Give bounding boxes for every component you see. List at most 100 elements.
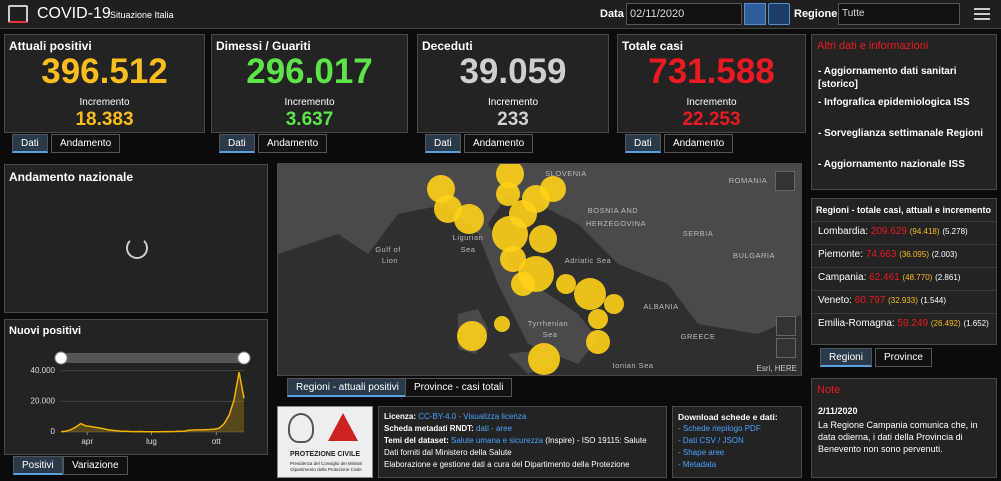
tab[interactable]: Province (875, 348, 932, 367)
region-row: Veneto: 60.797 (32.933) (1.544) (812, 290, 996, 311)
date-input[interactable]: 02/11/2020 (626, 3, 742, 25)
x-tick-label: apr (81, 437, 93, 446)
y-tick-label: 40.000 (31, 366, 56, 375)
logo (8, 5, 28, 23)
download-link[interactable]: - Shape aree (678, 448, 725, 457)
map-label: Gulf of (375, 245, 401, 254)
region-increment: (1.652) (963, 319, 989, 328)
header: COVID-19 Situazione Italia Data 02/11/2020 R… (0, 0, 1001, 29)
region-row: Emilia-Romagna: 59.249 (26.492) (1.652) (812, 313, 996, 334)
info-link[interactable]: - Sorveglianza settimanale Regioni (818, 128, 984, 139)
info-title: Altri dati e informazioni (817, 40, 929, 52)
card-value: 396.512 (41, 52, 168, 91)
region-name: Emilia-Romagna: (818, 318, 895, 329)
y-tick-label: 0 (51, 427, 56, 436)
zoom-in[interactable] (776, 316, 796, 336)
tab[interactable]: Andamento (51, 134, 121, 153)
map-label: BULGARIA (733, 251, 775, 260)
info-link[interactable]: - Aggiornamento nazionale ISS (818, 159, 965, 170)
license-row: Scheda metadati RNDT: dati - aree (384, 423, 661, 435)
increment-label: Incremento (79, 97, 130, 108)
logo-title: PROTEZIONE CIVILE (289, 451, 360, 458)
increment-value: 233 (497, 109, 529, 130)
license-link[interactable]: dati - aree (476, 424, 513, 433)
region-active: (32.933) (888, 296, 918, 305)
map-attribution: Esri, HERE (756, 364, 797, 373)
x-tick-label: ott (212, 437, 222, 446)
region-name: Piemonte: (818, 249, 864, 260)
region-bubble (492, 216, 528, 252)
note-panel: Note 2/11/2020 La Regione Campania comunic… (811, 378, 997, 478)
tab[interactable]: Positivi (13, 456, 63, 475)
region-name: Lombardia: (818, 226, 869, 237)
region-bubble (604, 294, 624, 314)
download-link[interactable]: - Dati CSV / JSON (678, 436, 744, 445)
download-link[interactable]: - Metadata (678, 460, 717, 469)
app-subtitle: Situazione Italia (110, 10, 174, 20)
new-cases-chart: 0 20.000 40.000 apr lug ott (31, 351, 251, 446)
range-slider-track (61, 353, 244, 363)
tab[interactable]: Dati (425, 134, 461, 153)
region-bubble (586, 330, 610, 354)
region-bubble (528, 343, 560, 375)
tab[interactable]: Dati (625, 134, 661, 153)
menu-bar (974, 13, 990, 15)
map-canvas: SLOVENIA ROMANIA BOSNIA AND HERZEGOVINA SERB… (278, 164, 801, 375)
license-link[interactable]: CC-BY-4.0 - Visualizza licenza (418, 412, 527, 421)
increment-value: 3.637 (285, 109, 334, 130)
increment-label: Incremento (686, 97, 737, 108)
zoom-out[interactable] (776, 338, 796, 358)
trend-panel: Andamento nazionale (4, 164, 268, 313)
map-label: ALBANIA (643, 302, 678, 311)
region-total: 209.629 (870, 226, 907, 237)
pc-emblem (328, 413, 358, 441)
tab[interactable]: Regioni - attuali positivi (287, 378, 408, 397)
tab[interactable]: Dati (219, 134, 255, 153)
tab[interactable]: Dati (12, 134, 48, 153)
region-increment: (1.544) (920, 296, 947, 305)
increment-label: Incremento (487, 97, 539, 108)
license-label: Licenza: (384, 412, 417, 421)
region-select[interactable]: Tutte (838, 3, 960, 25)
map[interactable]: SLOVENIA ROMANIA BOSNIA AND HERZEGOVINA SERB… (277, 163, 802, 376)
download-panel: Download schede e dati: - Schede riepilog… (672, 406, 802, 478)
tab[interactable]: Andamento (258, 134, 328, 153)
clock-button[interactable] (768, 3, 790, 25)
note-date: 2/11/2020 (818, 406, 858, 416)
region-active: (48.770) (902, 273, 933, 282)
stat-card: Attuali positivi 396.512 Incremento 18.383 (4, 34, 205, 133)
region-active: (94.418) (909, 227, 940, 236)
logo-subtitle: Presidenza del Consiglio dei Ministri Di… (289, 461, 363, 472)
info-link[interactable]: - Aggiornamento dati sanitari [storico] (818, 66, 957, 90)
note-title: Note (817, 384, 841, 396)
layer-list-button[interactable] (775, 171, 795, 191)
tab[interactable]: Variazione (63, 456, 128, 475)
line (60, 372, 245, 433)
tab[interactable]: Andamento (464, 134, 534, 153)
tab[interactable]: Province - casi totali (405, 378, 513, 397)
calendar-button[interactable] (744, 3, 766, 25)
region-bubble (454, 204, 484, 234)
license-row: Licenza: CC-BY-4.0 - Visualizza licenza (384, 411, 661, 423)
menu-button[interactable] (974, 8, 990, 20)
region-bubble (457, 321, 487, 351)
region-increment: (2.861) (935, 273, 961, 282)
license-row: Temi del dataset: Salute umana e sicurez… (384, 435, 661, 447)
info-link[interactable]: - Infografica epidemiologica ISS (818, 97, 970, 108)
map-label: HERZEGOVINA (586, 219, 646, 228)
license-link[interactable]: Salute umana e sicurezza (451, 436, 544, 445)
download-link[interactable]: - Schede riepilogo PDF (678, 424, 761, 433)
tab[interactable]: Regioni (820, 348, 872, 367)
map-label: Sea (543, 330, 558, 339)
new-cases-title: Nuovi positivi (9, 325, 82, 337)
map-label: SLOVENIA (545, 169, 587, 178)
land (278, 164, 801, 364)
region-bubble (529, 225, 557, 253)
region-active: (26.492) (930, 319, 961, 328)
tab[interactable]: Andamento (664, 134, 734, 153)
download-title: Download schede e dati: (678, 412, 778, 422)
map-label: BOSNIA AND (588, 206, 639, 215)
stat-card: Deceduti 39.059 Incremento 233 (417, 34, 609, 133)
map-label: Ligurian (453, 233, 484, 242)
license-row: Elaborazione e gestione dati a cura del … (384, 459, 661, 471)
